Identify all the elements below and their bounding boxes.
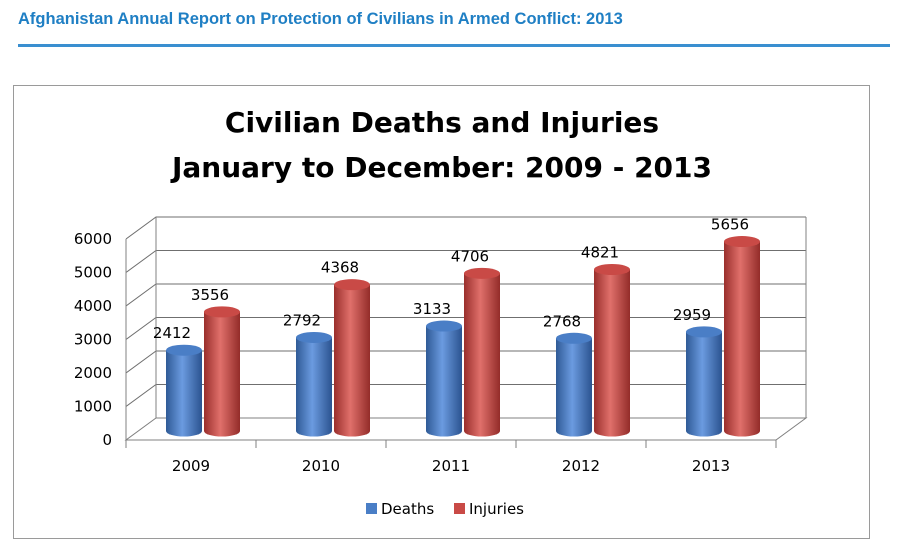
- bar-top-injuries-2009: [204, 306, 240, 318]
- legend: Deaths Injuries: [366, 500, 524, 518]
- data-label: 2792: [283, 311, 321, 329]
- x-tick-label: 2013: [692, 457, 730, 475]
- bar-injuries-2013: [724, 241, 760, 437]
- data-label: 4706: [451, 247, 489, 265]
- y-tick-label: 2000: [74, 364, 112, 382]
- y-tick-label: 4000: [74, 297, 112, 315]
- data-label: 3556: [191, 286, 229, 304]
- bar-injuries-2010: [334, 284, 370, 437]
- legend-swatch-injuries: [454, 503, 465, 514]
- data-label: 3133: [413, 300, 451, 318]
- bar-top-deaths-2013: [686, 326, 722, 338]
- legend-swatch-deaths: [366, 503, 377, 514]
- bar-deaths-2012: [556, 338, 592, 437]
- data-label: 2412: [153, 324, 191, 342]
- chart-frame: Civilian Deaths and Injuries January to …: [13, 85, 870, 539]
- y-tick-label: 1000: [74, 398, 112, 416]
- plot-area: 0 1000 2000 3000 4000 5000 6000 2009 2010 2011 201…: [74, 216, 808, 475]
- data-label: 4368: [321, 259, 359, 277]
- bar-top-deaths-2012: [556, 332, 592, 344]
- bar-top-injuries-2012: [594, 263, 630, 275]
- document-header: Afghanistan Annual Report on Protection …: [18, 10, 623, 28]
- chart-title-line-2: January to December: 2009 - 2013: [170, 151, 712, 184]
- bar-top-injuries-2011: [464, 267, 500, 279]
- bar-top-injuries-2013: [724, 236, 760, 248]
- data-label: 5656: [711, 216, 749, 234]
- bar-top-injuries-2010: [334, 279, 370, 291]
- data-label: 2768: [543, 312, 581, 330]
- x-tick-label: 2009: [172, 457, 210, 475]
- bar-injuries-2011: [464, 273, 500, 437]
- data-label: 2959: [673, 306, 711, 324]
- x-tick-label: 2012: [562, 457, 600, 475]
- chart-svg: Civilian Deaths and Injuries January to …: [74, 106, 808, 518]
- bar-injuries-2009: [204, 311, 240, 437]
- legend-label-deaths: Deaths: [381, 500, 434, 518]
- y-tick-label: 3000: [74, 331, 112, 349]
- bar-top-deaths-2009: [166, 344, 202, 356]
- bar-top-deaths-2011: [426, 320, 462, 332]
- data-label: 4821: [581, 243, 619, 261]
- header-rule: [18, 44, 890, 47]
- bar-top-deaths-2010: [296, 331, 332, 343]
- x-tick-label: 2010: [302, 457, 340, 475]
- bar-deaths-2010: [296, 337, 332, 437]
- x-tick-label: 2011: [432, 457, 470, 475]
- chart-title-line-1: Civilian Deaths and Injuries: [225, 106, 659, 139]
- y-tick-label: 6000: [74, 230, 112, 248]
- y-tick-label: 0: [102, 431, 112, 449]
- bar-deaths-2011: [426, 326, 462, 437]
- bar-injuries-2012: [594, 269, 630, 437]
- legend-label-injuries: Injuries: [469, 500, 524, 518]
- y-tick-label: 5000: [74, 264, 112, 282]
- bar-deaths-2009: [166, 350, 202, 437]
- bar-deaths-2013: [686, 331, 722, 437]
